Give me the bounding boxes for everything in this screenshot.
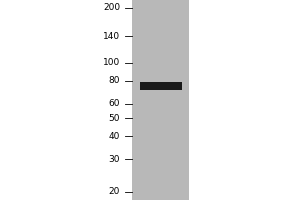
Text: 140: 140 xyxy=(103,32,120,41)
Text: 100: 100 xyxy=(103,58,120,67)
Text: kDa: kDa xyxy=(99,0,120,2)
Text: 40: 40 xyxy=(109,132,120,141)
Text: 30: 30 xyxy=(109,155,120,164)
Text: 80: 80 xyxy=(109,76,120,85)
Text: A: A xyxy=(157,0,164,2)
Text: 50: 50 xyxy=(109,114,120,123)
Text: 20: 20 xyxy=(109,187,120,196)
Text: 60: 60 xyxy=(109,99,120,108)
Bar xyxy=(140,82,182,90)
Text: 200: 200 xyxy=(103,3,120,12)
Bar xyxy=(132,0,189,200)
